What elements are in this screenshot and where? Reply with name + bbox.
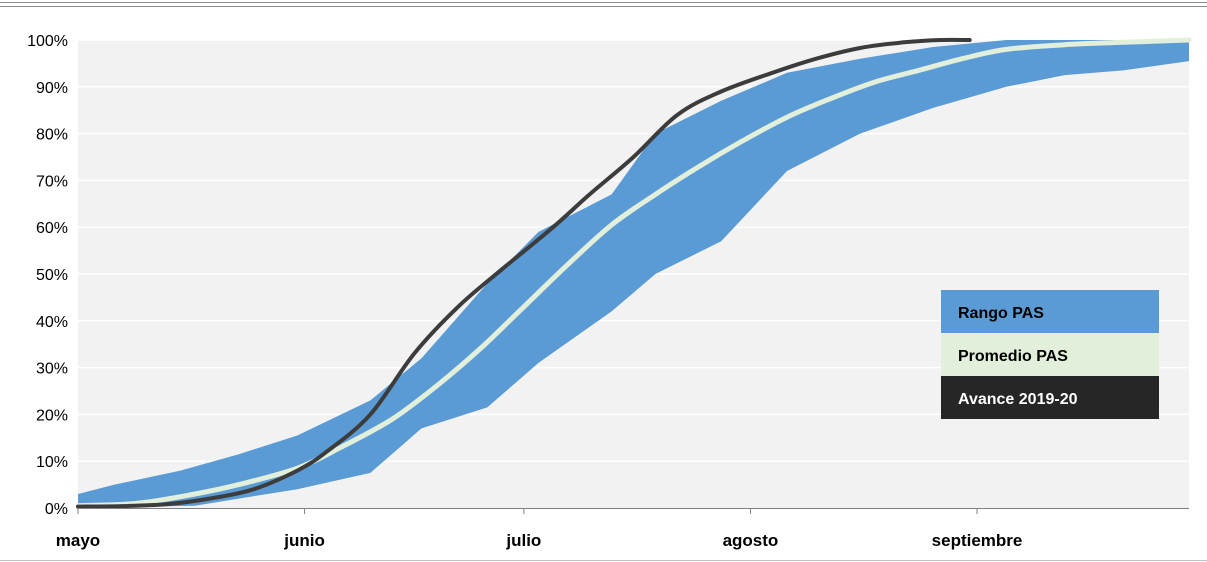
series-layer xyxy=(75,37,1192,509)
x-axis-ticks: mayo junio julio agosto septiembre xyxy=(56,531,1023,550)
x-tick-label: junio xyxy=(283,531,325,550)
y-tick-label: 90% xyxy=(36,80,68,97)
series-promedio-line xyxy=(75,37,1192,509)
y-tick-label: 80% xyxy=(36,127,68,144)
legend-label: Avance 2019-20 xyxy=(958,391,1078,408)
y-tick-label: 20% xyxy=(36,407,68,424)
y-tick-label: 50% xyxy=(36,267,68,284)
legend-label: Rango PAS xyxy=(958,305,1044,322)
series-avance-line xyxy=(76,37,972,509)
x-tick-label: agosto xyxy=(723,531,779,550)
y-tick-label: 10% xyxy=(36,454,68,471)
x-tick-label: septiembre xyxy=(932,531,1023,550)
legend-label: Promedio PAS xyxy=(958,348,1068,365)
legend-swatch xyxy=(941,376,1159,419)
y-tick-label: 100% xyxy=(27,33,68,50)
y-axis-ticks: 0% 10% 20% 30% 40% 50% 60% 70% 80% 90% 100% xyxy=(27,33,68,518)
legend-swatch xyxy=(941,333,1159,376)
x-tick-label: mayo xyxy=(56,531,100,550)
y-tick-label: 40% xyxy=(36,314,68,331)
top-border xyxy=(0,2,1207,7)
y-tick-label: 0% xyxy=(45,501,68,518)
x-tick-label: julio xyxy=(505,531,541,550)
y-tick-label: 60% xyxy=(36,220,68,237)
legend: Rango PAS Promedio PAS Avance 2019-20 xyxy=(941,290,1159,419)
series-rango-pas-band xyxy=(78,40,1189,508)
y-tick-label: 70% xyxy=(36,173,68,190)
y-tick-label: 30% xyxy=(36,361,68,378)
axes xyxy=(77,508,1189,514)
legend-swatch xyxy=(941,290,1159,333)
